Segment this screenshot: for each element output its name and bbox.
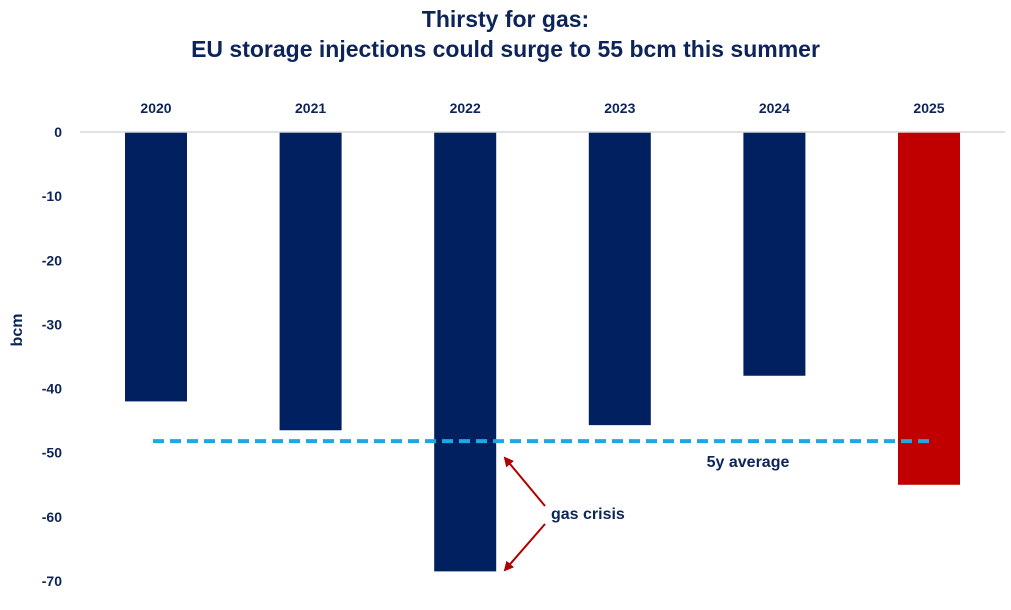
y-tick-label: -60 (42, 509, 62, 525)
x-category-label: 2020 (140, 100, 171, 116)
bar-2021 (279, 132, 342, 431)
bar-2024 (743, 132, 806, 376)
x-category-label: 2022 (450, 100, 481, 116)
y-tick-label: -30 (42, 316, 62, 332)
y-axis-title: bcm (9, 314, 26, 347)
chart-title-line2: EU storage injections could surge to 55 … (191, 36, 820, 62)
y-tick-label: -50 (42, 445, 62, 461)
gas-crisis-arrow-lower (503, 523, 546, 572)
bar-2020 (125, 132, 187, 402)
y-axis: 0 -10 -20 -30 -40 -50 -60 -70 (42, 124, 62, 589)
gas-crisis-label: gas crisis (551, 506, 625, 523)
bar-2023 (588, 132, 651, 426)
x-axis-categories: 2020 2021 2022 2023 2024 2025 (140, 100, 944, 116)
x-category-label: 2025 (913, 100, 944, 116)
five-year-average-label: 5y average (707, 454, 790, 471)
y-tick-label: 0 (54, 124, 62, 140)
x-category-label: 2023 (604, 100, 635, 116)
chart-title: Thirsty for gas: EU storage injections c… (0, 4, 1011, 64)
gas-crisis-arrow-upper (503, 456, 546, 507)
y-tick-label: -40 (42, 381, 62, 397)
bar-2025 (898, 132, 960, 485)
x-category-label: 2021 (295, 100, 326, 116)
bar-2022 (434, 132, 497, 572)
y-tick-label: -20 (42, 252, 62, 268)
bar-series (125, 132, 960, 572)
x-category-label: 2024 (759, 100, 790, 116)
y-tick-label: -10 (42, 188, 62, 204)
y-tick-label: -70 (42, 573, 62, 589)
chart-title-line1: Thirsty for gas: (421, 6, 590, 32)
